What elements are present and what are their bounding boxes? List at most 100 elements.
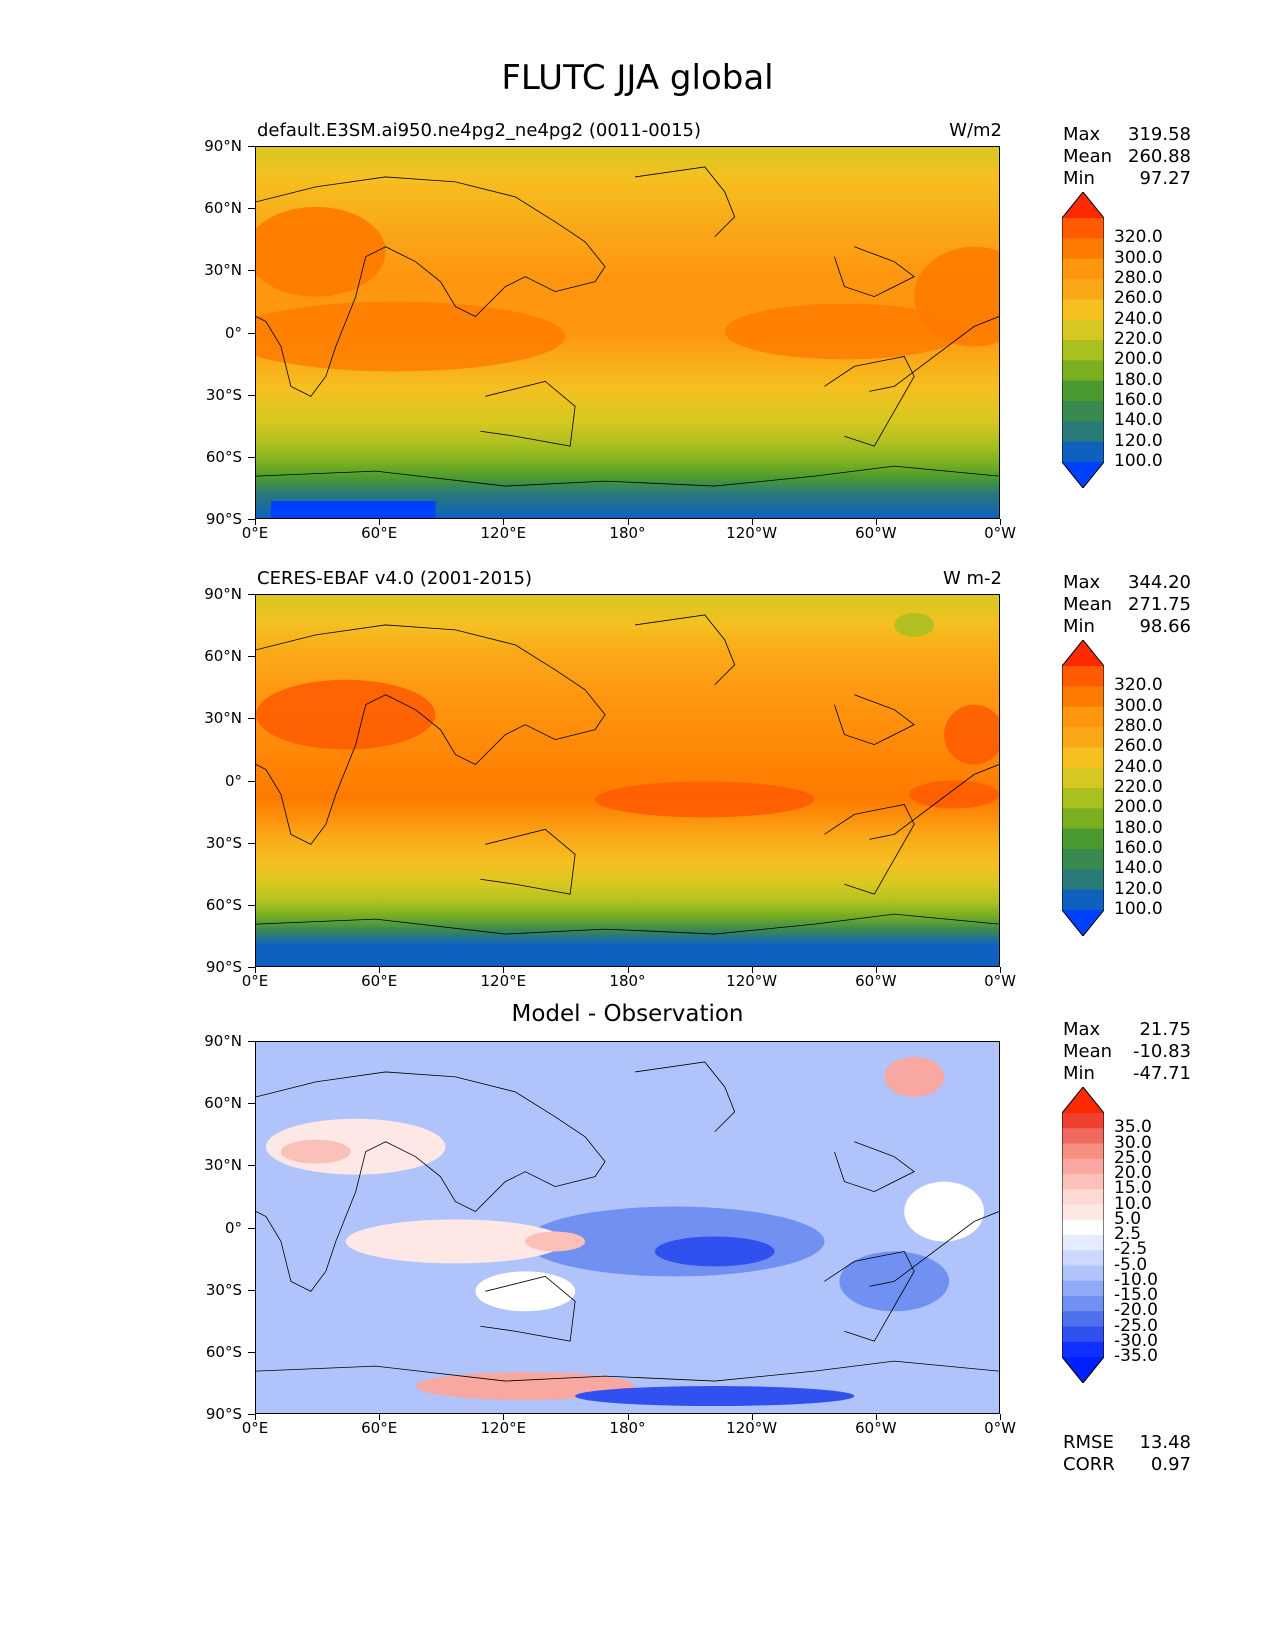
model-stats: Max 319.58 Mean 260.88 Min 97.27 xyxy=(1063,124,1191,190)
lat-tick-mark xyxy=(248,146,255,147)
stat-label: CORR xyxy=(1063,1454,1115,1475)
observation-map xyxy=(255,594,1000,967)
lat-tick-label: 60°S xyxy=(205,1342,242,1361)
lon-tick-label: 180° xyxy=(609,972,646,990)
lat-tick-mark xyxy=(248,456,255,458)
lon-tick-label: 0°E xyxy=(241,1419,269,1437)
stat-row: Mean 260.88 xyxy=(1063,146,1191,168)
colorbar-segment xyxy=(1062,401,1104,422)
stat-row: Min 98.66 xyxy=(1063,616,1191,638)
stat-value: 319.58 xyxy=(1128,124,1191,145)
lon-tick-mark xyxy=(1000,519,1001,525)
lon-tick-label: 120°W xyxy=(726,1419,778,1437)
observation-panel: CERES-EBAF v4.0 (2001-2015) W m-2 xyxy=(0,568,1275,1039)
colorbar-segment xyxy=(1062,727,1104,748)
stat-value: 260.88 xyxy=(1128,146,1191,167)
lon-tick-label: 120°W xyxy=(726,972,778,990)
lat-tick-label: 30°N xyxy=(204,1156,242,1175)
colorbar-tick-label: 160.0 xyxy=(1114,390,1163,410)
lat-tick-label: 30°S xyxy=(205,1280,242,1299)
stat-value: 344.20 xyxy=(1128,572,1191,593)
colorbar-tick-label: -35.0 xyxy=(1114,1346,1158,1366)
lat-tick-label: 60°N xyxy=(204,199,242,218)
colorbar-segment xyxy=(1062,1204,1104,1221)
difference-panel-title: Model - Observation xyxy=(511,1001,744,1027)
colorbar-tick-label: 260.0 xyxy=(1114,288,1163,309)
lat-tick-mark xyxy=(248,904,255,906)
stat-label: Min xyxy=(1063,168,1095,189)
colorbar-segment xyxy=(1062,666,1104,687)
colorbar-segment xyxy=(1062,441,1104,463)
colorbar-tick-label: -25.0 xyxy=(1114,1315,1158,1336)
colorbar-segment xyxy=(1062,828,1104,850)
lon-tick-mark xyxy=(875,1414,877,1420)
lon-tick-mark xyxy=(627,1414,629,1420)
lon-tick-label: 60°W xyxy=(855,972,897,990)
colorbar-segment xyxy=(1062,808,1104,830)
colorbar-tick-label: -5.0 xyxy=(1114,1254,1148,1275)
stat-label: RMSE xyxy=(1063,1432,1114,1453)
lat-tick-mark xyxy=(248,1041,255,1042)
colorbar-segment xyxy=(1062,1158,1104,1175)
lat-tick-label: 90°S xyxy=(205,958,242,976)
stat-value: 13.48 xyxy=(1139,1432,1191,1453)
colorbar-tick-label: 15.0 xyxy=(1114,1178,1152,1199)
lat-tick-mark xyxy=(248,967,255,968)
colorbar-tick-label: 220.0 xyxy=(1114,329,1163,349)
colorbar-segment xyxy=(1062,1296,1104,1312)
lon-tick-label: 60°E xyxy=(361,524,398,542)
colorbar-tick-label: 240.0 xyxy=(1114,308,1163,329)
lat-tick-label: 90°S xyxy=(205,1405,242,1423)
stat-value: -47.71 xyxy=(1132,1063,1191,1084)
difference-colorbar xyxy=(1062,1087,1104,1383)
observation-stats: Max 344.20 Mean 271.75 Min 98.66 xyxy=(1063,572,1191,638)
colorbar-segment xyxy=(1062,1174,1104,1190)
colorbar-segment xyxy=(1062,1219,1104,1236)
colorbar-segment xyxy=(1062,1143,1104,1160)
stat-value: 97.27 xyxy=(1139,168,1191,189)
model-panel-units: W/m2 xyxy=(949,120,1002,141)
lat-tick-mark xyxy=(248,208,255,210)
coastlines xyxy=(256,1061,999,1382)
colorbar-tick-label: 2.5 xyxy=(1114,1224,1142,1244)
figure-title: FLUTC JJA global xyxy=(501,58,774,98)
lat-tick-label: 30°N xyxy=(204,261,242,280)
colorbar-segment xyxy=(1062,1250,1104,1266)
stat-value: 21.75 xyxy=(1139,1019,1191,1040)
difference-extra-stats: RMSE 13.48 CORR 0.97 xyxy=(1063,1432,1191,1476)
lat-tick-mark xyxy=(248,780,255,782)
colorbar-segment xyxy=(1062,1280,1104,1297)
colorbar-tick-label: 300.0 xyxy=(1114,247,1163,268)
lat-tick-label: 0° xyxy=(224,323,242,342)
observation-colorbar xyxy=(1062,640,1104,936)
lon-tick-label: 60°E xyxy=(361,972,398,990)
colorbar-segment xyxy=(1062,360,1104,382)
lon-tick-mark xyxy=(503,519,505,525)
lat-tick-label: 60°N xyxy=(204,647,242,666)
colorbar-tick-label: 100.0 xyxy=(1114,451,1163,471)
lon-tick-label: 180° xyxy=(609,1419,646,1437)
lon-tick-mark xyxy=(627,967,629,973)
lat-tick-mark xyxy=(248,718,255,720)
observation-panel-units: W m-2 xyxy=(942,568,1002,589)
stat-row: Min -47.71 xyxy=(1063,1063,1191,1085)
lat-tick-mark xyxy=(248,1103,255,1105)
lon-tick-label: 0°E xyxy=(241,972,269,990)
colorbar-tick-label: 180.0 xyxy=(1114,817,1163,838)
colorbar-tick-label: 320.0 xyxy=(1114,675,1163,696)
colorbar-segment xyxy=(1062,767,1104,789)
lat-tick-label: 60°S xyxy=(205,447,242,466)
colorbar-segment xyxy=(1062,706,1104,728)
lat-tick-label: 90°N xyxy=(204,137,242,155)
lat-tick-mark xyxy=(248,394,255,396)
lat-tick-label: 60°S xyxy=(205,895,242,914)
colorbar-segment xyxy=(1062,869,1104,891)
difference-panel: Model - Observation Max 21.75 Mean -10.83 … xyxy=(0,1001,1275,1486)
lon-tick-label: 60°W xyxy=(855,1419,897,1437)
lon-tick-mark xyxy=(751,1414,753,1420)
colorbar-segment xyxy=(1062,1189,1104,1205)
lon-tick-label: 0°W xyxy=(984,524,1016,542)
colorbar-tick-label: -2.5 xyxy=(1114,1239,1148,1260)
colorbar-tick-label: 100.0 xyxy=(1114,899,1163,919)
coastlines xyxy=(256,166,999,487)
